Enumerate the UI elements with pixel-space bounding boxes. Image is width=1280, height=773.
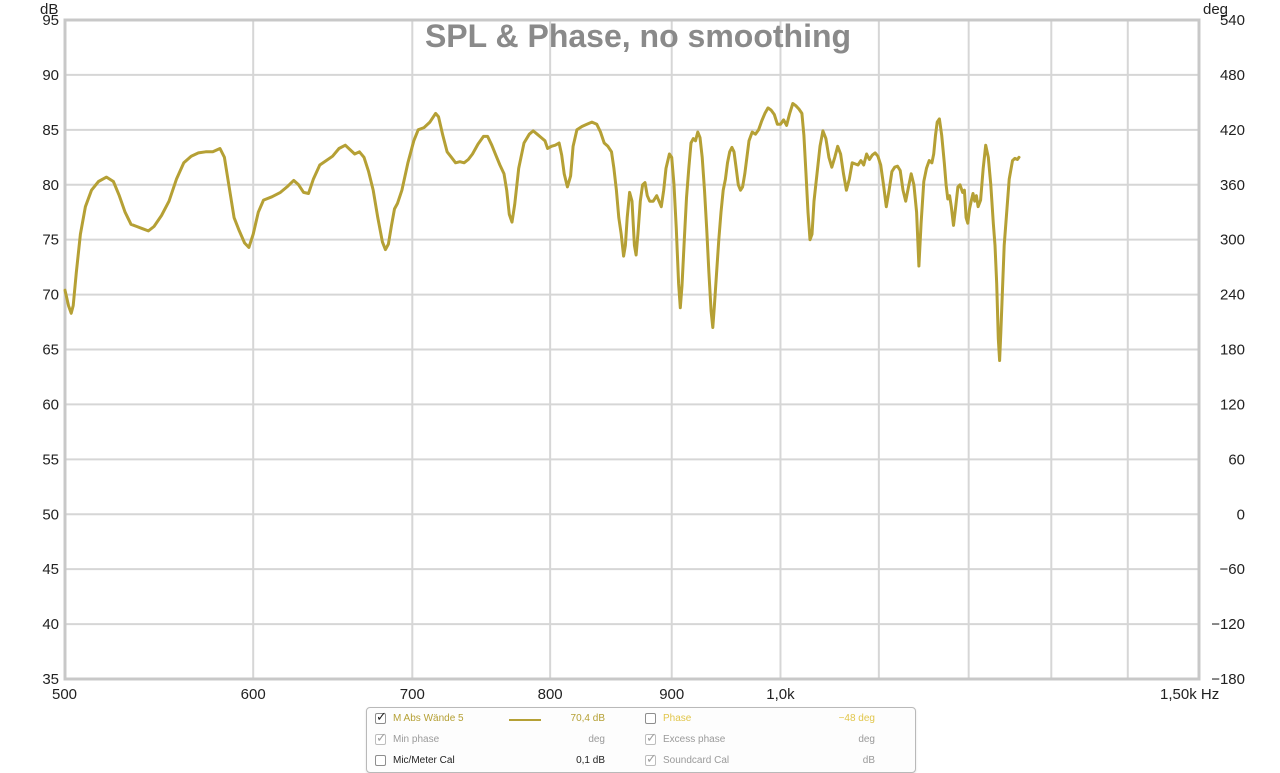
- x-axis-ticks: 500 600 700 800 900 1,0k 1,50k Hz: [52, 686, 1219, 703]
- y-tick-label: 65: [42, 342, 59, 359]
- legend-item-value: deg: [858, 734, 875, 745]
- y-tick-label: 50: [42, 506, 59, 523]
- legend-item-mic-meter-cal[interactable]: Mic/Meter Cal 0,1 dB: [375, 752, 635, 770]
- series-swatch: [509, 719, 541, 721]
- legend-panel: M Abs Wände 5 70,4 dB Phase −48 deg Min …: [366, 707, 916, 773]
- y-axis-left-ticks: 35 40 45 50 55 60 65 70 75 80 85 90 95: [42, 12, 59, 688]
- y2-tick-label: 240: [1220, 287, 1245, 304]
- checkbox-icon[interactable]: [375, 755, 386, 766]
- x-tick-label: 600: [241, 686, 266, 703]
- checkbox-icon[interactable]: [375, 730, 387, 748]
- y2-tick-label: 0: [1237, 506, 1245, 523]
- legend-item-value: 70,4 dB: [570, 713, 605, 724]
- y-tick-label: 75: [42, 232, 59, 249]
- y-tick-label: 35: [42, 671, 59, 688]
- y2-tick-label: −120: [1211, 616, 1245, 633]
- legend-item-label: Soundcard Cal: [663, 755, 730, 766]
- legend-item-value: 0,1 dB: [576, 755, 605, 766]
- spl-chart: SPL & Phase, no smoothing dB deg 35 40 45 5…: [40, 1, 1245, 703]
- x-tick-label: 1,50k Hz: [1160, 686, 1219, 703]
- legend-item-label: M Abs Wände 5: [393, 713, 464, 724]
- y-tick-label: 45: [42, 561, 59, 578]
- series-layer: [63, 102, 1021, 362]
- y-axis-right-ticks: 540 480 420 360 300 240 180 120 60 0 −60 −120 −180: [1211, 12, 1245, 688]
- y-axis-unit-left: dB: [40, 1, 58, 18]
- y-tick-label: 70: [42, 287, 59, 304]
- x-tick-label: 500: [52, 686, 77, 703]
- y2-tick-label: 180: [1220, 342, 1245, 359]
- legend-item-m-abs-waende-5[interactable]: M Abs Wände 5 70,4 dB: [375, 709, 635, 728]
- y-tick-label: 90: [42, 67, 59, 84]
- y-tick-label: 95: [42, 12, 59, 29]
- y2-tick-label: −60: [1220, 561, 1245, 578]
- y2-tick-label: 540: [1220, 12, 1245, 29]
- checkbox-icon[interactable]: [645, 751, 657, 769]
- y-tick-label: 60: [42, 396, 59, 413]
- checkbox-icon[interactable]: [645, 730, 657, 748]
- checkbox-icon[interactable]: [645, 713, 656, 724]
- y2-tick-label: 360: [1220, 177, 1245, 194]
- y2-tick-label: 60: [1228, 451, 1245, 468]
- x-tick-label: 1,0k: [766, 686, 795, 703]
- series-line: [63, 102, 1021, 362]
- legend-item-label: Excess phase: [663, 734, 726, 745]
- legend-item-excess-phase[interactable]: Excess phase deg: [645, 730, 907, 749]
- y2-tick-label: 300: [1220, 232, 1245, 249]
- y-tick-label: 80: [42, 177, 59, 194]
- y2-tick-label: 480: [1220, 67, 1245, 84]
- legend-item-min-phase[interactable]: Min phase deg: [375, 730, 635, 749]
- y-tick-label: 40: [42, 616, 59, 633]
- legend-item-label: Min phase: [393, 734, 440, 745]
- y2-tick-label: 420: [1220, 122, 1245, 139]
- y-axis-unit-right: deg: [1203, 1, 1228, 18]
- x-tick-label: 700: [400, 686, 425, 703]
- legend-item-label: Phase: [663, 713, 692, 724]
- gridlines: [65, 20, 1199, 679]
- plot-frame: [63, 18, 1201, 681]
- legend-item-soundcard-cal[interactable]: Soundcard Cal dB: [645, 751, 907, 770]
- legend-item-label: Mic/Meter Cal: [393, 755, 455, 766]
- legend-item-value: dB: [862, 755, 875, 766]
- x-tick-label: 800: [538, 686, 563, 703]
- y-tick-label: 55: [42, 451, 59, 468]
- x-tick-label: 900: [659, 686, 684, 703]
- checkbox-icon[interactable]: [375, 709, 387, 727]
- legend-item-value: deg: [588, 734, 605, 745]
- y-tick-label: 85: [42, 122, 59, 139]
- legend-item-phase[interactable]: Phase −48 deg: [645, 710, 907, 728]
- legend-item-value: −48 deg: [838, 713, 875, 724]
- y2-tick-label: −180: [1211, 671, 1245, 688]
- chart-title: SPL & Phase, no smoothing: [425, 18, 851, 54]
- y2-tick-label: 120: [1220, 396, 1245, 413]
